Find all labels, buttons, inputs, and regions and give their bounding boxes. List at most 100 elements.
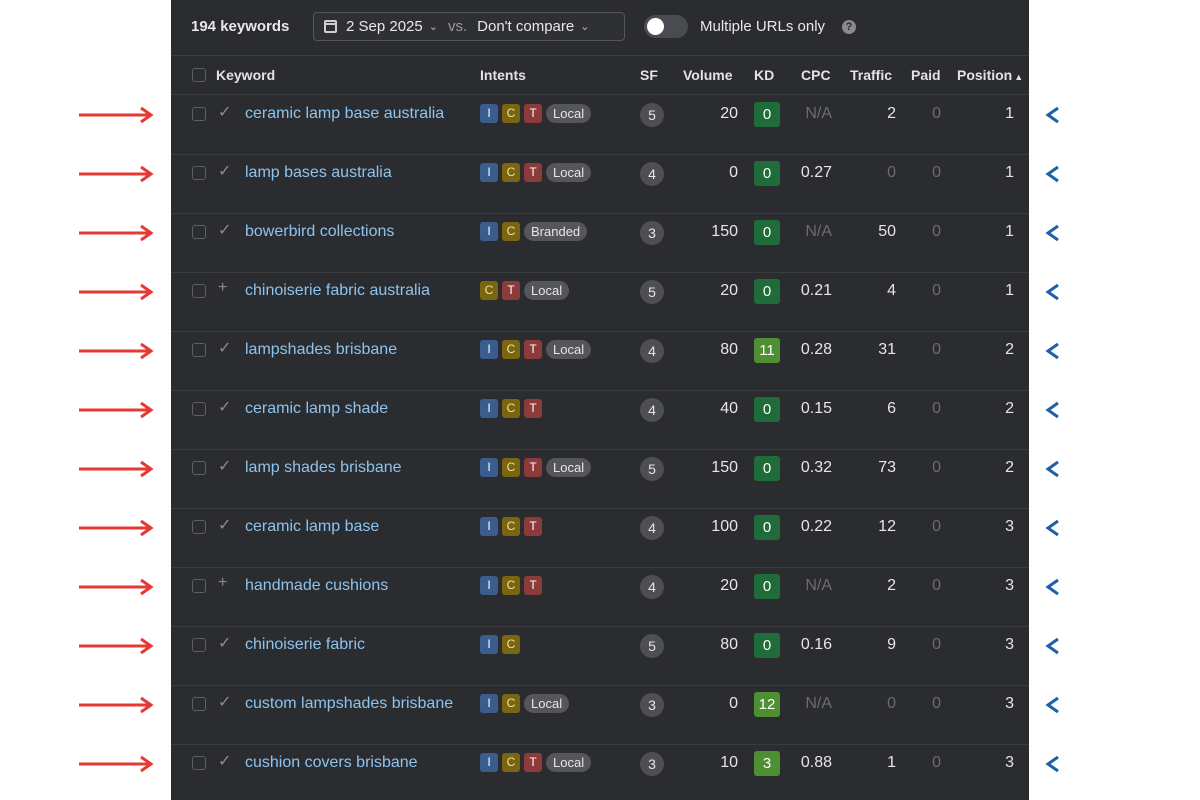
check-icon[interactable]: ✓ [218, 517, 232, 534]
keyword-link[interactable]: ceramic lamp shade [245, 400, 389, 417]
help-icon[interactable]: ? [842, 20, 856, 34]
row-checkbox[interactable] [192, 107, 206, 121]
keyword-link[interactable]: chinoiserie fabric australia [245, 282, 430, 299]
col-sf[interactable]: SF [640, 67, 658, 83]
select-all-checkbox[interactable] [192, 68, 206, 82]
row-checkbox[interactable] [192, 225, 206, 239]
arrow-left-icon [1044, 754, 1120, 774]
kd-badge: 0 [754, 633, 780, 658]
cpc-value: 0.22 [800, 518, 832, 535]
row-checkbox[interactable] [192, 697, 206, 711]
serp-features-count[interactable]: 3 [640, 693, 664, 717]
check-icon[interactable]: ✓ [218, 635, 232, 652]
keyword-link[interactable]: ceramic lamp base [245, 518, 380, 535]
row-checkbox[interactable] [192, 284, 206, 298]
arrow-left-icon [1044, 518, 1120, 538]
row-checkbox[interactable] [192, 402, 206, 416]
serp-features-count[interactable]: 4 [640, 516, 664, 540]
add-icon[interactable]: + [218, 279, 228, 296]
serp-features-count[interactable]: 5 [640, 457, 664, 481]
row-checkbox[interactable] [192, 579, 206, 593]
row-checkbox[interactable] [192, 756, 206, 770]
paid-value: 0 [932, 459, 941, 476]
kd-badge: 0 [754, 574, 780, 599]
check-icon[interactable]: ✓ [218, 753, 232, 770]
intent-badge-i: I [480, 340, 498, 359]
serp-features-count[interactable]: 5 [640, 103, 664, 127]
table-row[interactable]: + chinoiserie fabric australia C T Local 5… [171, 272, 1029, 332]
multiple-urls-toggle[interactable] [644, 15, 688, 38]
position-value: 1 [1005, 223, 1014, 240]
table-row[interactable]: ✓ lamp shades brisbane I C T Local 5 150 0 … [171, 449, 1029, 509]
date-compare-dropdown[interactable]: 2 Sep 2025 ⌄ vs. Don't compare ⌄ [313, 12, 625, 41]
col-keyword[interactable]: Keyword [216, 67, 276, 83]
serp-features-count[interactable]: 4 [640, 398, 664, 422]
paid-value: 0 [932, 754, 941, 771]
add-icon[interactable]: + [218, 574, 228, 591]
arrow-right-icon [79, 518, 155, 538]
serp-features-count[interactable]: 5 [640, 634, 664, 658]
intent-badge-c: C [502, 163, 520, 182]
intent-badge-i: I [480, 222, 498, 241]
keyword-link[interactable]: chinoiserie fabric [245, 636, 366, 653]
intent-badge-c: C [502, 458, 520, 477]
serp-features-count[interactable]: 3 [640, 221, 664, 245]
arrow-left-icon [1044, 636, 1120, 656]
table-row[interactable]: ✓ lamp bases australia I C T Local 4 0 0 0.… [171, 154, 1029, 214]
arrow-left-icon [1044, 105, 1120, 125]
check-icon[interactable]: ✓ [218, 694, 232, 711]
cpc-value: 0.28 [800, 341, 832, 358]
col-position[interactable]: Position ▲ [957, 67, 1023, 83]
row-checkbox[interactable] [192, 520, 206, 534]
keyword-link[interactable]: bowerbird collections [245, 223, 395, 240]
arrow-right-icon [79, 577, 155, 597]
table-row[interactable]: ✓ custom lampshades brisbane I C Local 3 0… [171, 685, 1029, 745]
keyword-count: 194 keywords [191, 18, 290, 35]
col-paid[interactable]: Paid [911, 67, 941, 83]
keyword-link[interactable]: handmade cushions [245, 577, 389, 594]
check-icon[interactable]: ✓ [218, 104, 232, 121]
kd-badge: 12 [754, 692, 780, 717]
row-checkbox[interactable] [192, 166, 206, 180]
row-checkbox[interactable] [192, 461, 206, 475]
col-kd[interactable]: KD [754, 67, 775, 83]
table-row[interactable]: ✓ ceramic lamp base australia I C T Local 5… [171, 95, 1029, 155]
table-row[interactable]: ✓ bowerbird collections I C Branded 3 150 … [171, 213, 1029, 273]
serp-features-count[interactable]: 3 [640, 752, 664, 776]
keyword-link[interactable]: custom lampshades brisbane [245, 695, 454, 712]
col-intents[interactable]: Intents [480, 67, 526, 83]
keyword-link[interactable]: lamp bases australia [245, 164, 392, 181]
table-row[interactable]: ✓ cushion covers brisbane I C T Local 3 10 … [171, 744, 1029, 800]
keyword-link[interactable]: lamp shades brisbane [245, 459, 402, 476]
table-row[interactable]: ✓ lampshades brisbane I C T Local 4 80 11 0… [171, 331, 1029, 391]
col-cpc[interactable]: CPC [801, 67, 831, 83]
check-icon[interactable]: ✓ [218, 458, 232, 475]
col-volume[interactable]: Volume [683, 67, 733, 83]
keyword-link[interactable]: cushion covers brisbane [245, 754, 418, 771]
serp-tag: Local [546, 753, 592, 772]
calendar-icon [324, 20, 337, 33]
serp-tag: Local [546, 104, 592, 123]
check-icon[interactable]: ✓ [218, 163, 232, 180]
arrow-right-icon [79, 636, 155, 656]
serp-features-count[interactable]: 5 [640, 280, 664, 304]
row-checkbox[interactable] [192, 343, 206, 357]
row-checkbox[interactable] [192, 638, 206, 652]
col-position-label: Position [957, 67, 1013, 83]
check-icon[interactable]: ✓ [218, 222, 232, 239]
intent-badges: C T Local [480, 281, 570, 300]
serp-features-count[interactable]: 4 [640, 575, 664, 599]
keyword-link[interactable]: ceramic lamp base australia [245, 105, 445, 122]
traffic-value: 0 [887, 695, 896, 712]
serp-features-count[interactable]: 4 [640, 162, 664, 186]
col-traffic[interactable]: Traffic [850, 67, 893, 83]
check-icon[interactable]: ✓ [218, 399, 232, 416]
keyword-link[interactable]: lampshades brisbane [245, 341, 398, 358]
arrow-right-icon [79, 164, 155, 184]
check-icon[interactable]: ✓ [218, 340, 232, 357]
serp-features-count[interactable]: 4 [640, 339, 664, 363]
